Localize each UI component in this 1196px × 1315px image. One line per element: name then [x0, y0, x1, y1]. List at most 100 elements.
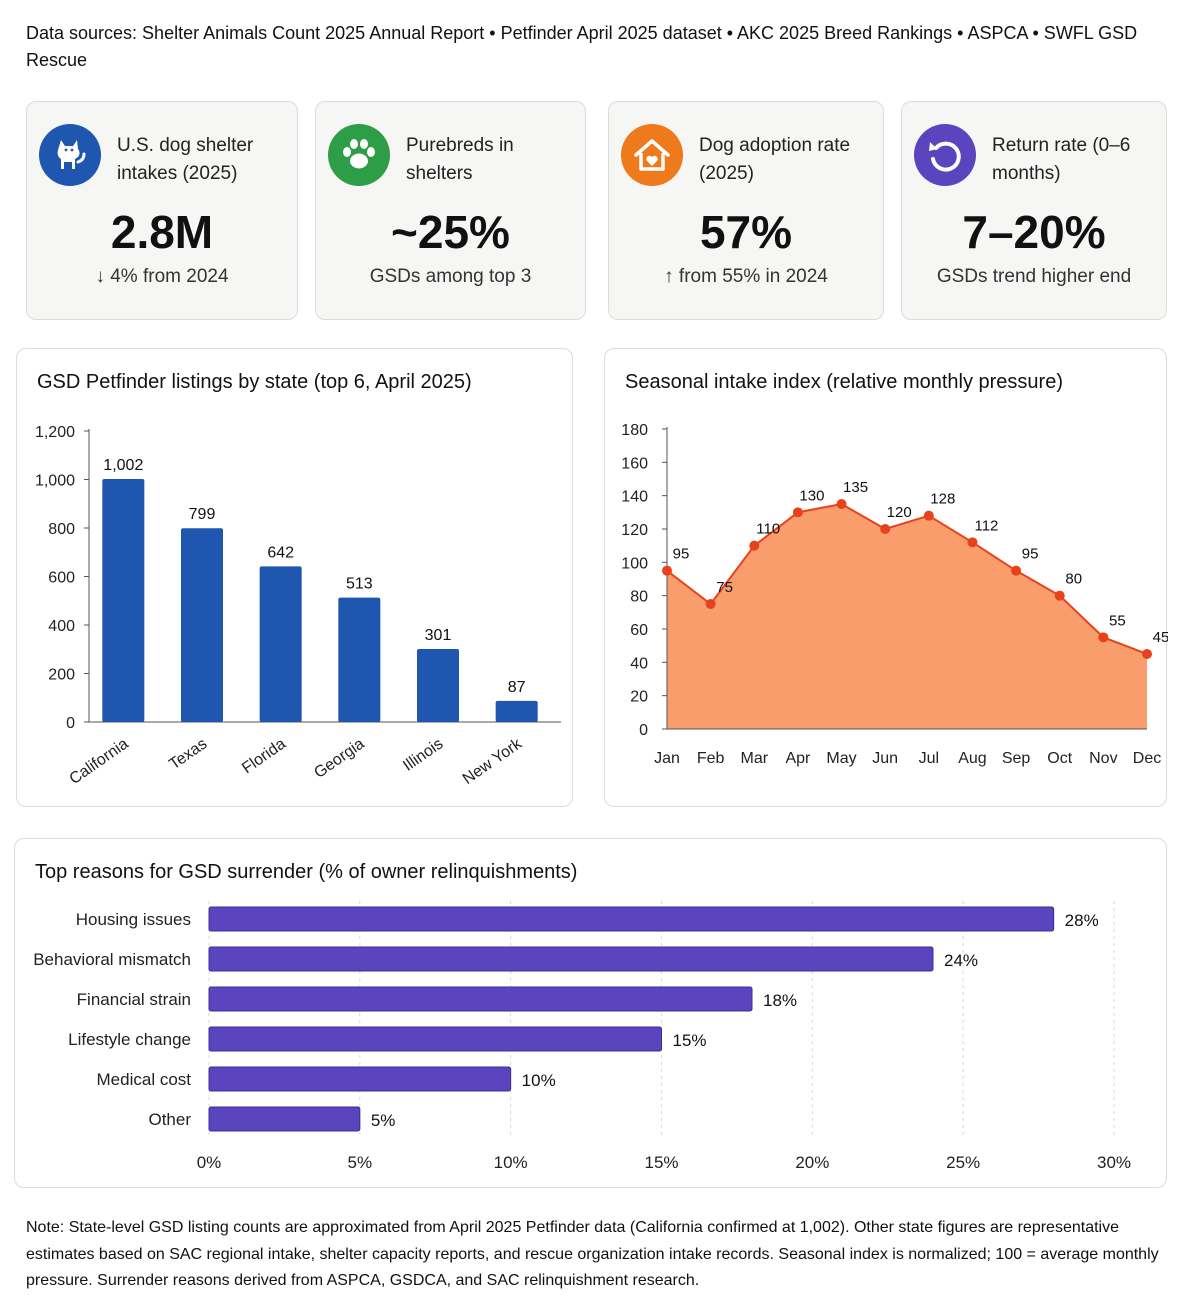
- x-tick-label: Florida: [239, 735, 289, 777]
- y-tick-label: 200: [48, 667, 75, 684]
- y-tick-label: 80: [630, 589, 648, 606]
- data-label: 301: [425, 627, 452, 644]
- surrender-reasons-panel: Top reasons for GSD surrender (% of owne…: [14, 838, 1167, 1188]
- kpi-subtext: GSDs among top 3: [369, 266, 532, 287]
- data-point: [923, 510, 934, 521]
- bar: [208, 1066, 512, 1092]
- x-tick-label: Jan: [654, 750, 680, 767]
- bar: [417, 649, 459, 722]
- kpi-subtext: GSDs trend higher end: [936, 266, 1132, 287]
- bar: [338, 597, 381, 722]
- x-tick-label: 20%: [795, 1153, 829, 1172]
- data-point: [880, 524, 891, 534]
- data-label: 110: [756, 521, 780, 538]
- paw-icon: [328, 124, 390, 186]
- data-point: [1098, 632, 1109, 643]
- y-tick-label: 800: [48, 521, 75, 538]
- data-label: 112: [974, 517, 998, 534]
- kpi-subtext: ↑ from 55% in 2024: [664, 266, 828, 287]
- bar: [208, 1106, 361, 1132]
- x-tick-label: May: [826, 750, 856, 767]
- dog-icon: [39, 124, 101, 186]
- category-label: Financial strain: [77, 990, 191, 1009]
- data-label: 28%: [1065, 911, 1099, 930]
- x-tick-label: 5%: [348, 1153, 373, 1172]
- data-label: 128: [930, 491, 955, 508]
- data-label: 10%: [522, 1071, 556, 1090]
- y-tick-label: 20: [630, 689, 648, 706]
- kpi-value: ~25%: [391, 206, 510, 258]
- data-point: [1011, 565, 1022, 576]
- kpi-label: Return rate (0–6 months): [992, 135, 1131, 184]
- data-label: 18%: [763, 991, 797, 1010]
- data-point: [705, 599, 716, 609]
- data-point: [1054, 590, 1065, 601]
- x-tick-label: Jun: [872, 750, 898, 767]
- state-listings-chart: 0 200 400 600 800 1,000 1,200 1,002 California 79…: [35, 424, 561, 788]
- kpi-label: U.S. dog shelter intakes (2025): [117, 135, 254, 184]
- chart-title: Top reasons for GSD surrender (% of owne…: [35, 861, 578, 883]
- bar: [208, 906, 1055, 932]
- y-tick-label: 0: [66, 715, 75, 732]
- x-tick-label: Feb: [697, 750, 725, 767]
- surrender-reasons-chart: 0% 5% 10% 15% 20% 25% 30% Housing issues 28% Beha…: [33, 901, 1131, 1172]
- data-point: [967, 537, 978, 548]
- y-tick-label: 140: [621, 489, 648, 506]
- x-tick-label: Illinois: [400, 735, 446, 774]
- data-label: 135: [843, 479, 868, 496]
- chart-title: GSD Petfinder listings by state (top 6, …: [37, 371, 472, 393]
- data-label: 130: [799, 487, 824, 504]
- kpi-value: 2.8M: [110, 206, 214, 258]
- category-label: Medical cost: [97, 1070, 192, 1089]
- y-tick-label: 600: [48, 570, 75, 587]
- x-tick-label: Texas: [166, 735, 210, 773]
- kpi-value: 57%: [699, 206, 793, 258]
- x-tick-label: Dec: [1133, 750, 1161, 767]
- bar: [208, 1026, 662, 1052]
- y-tick-label: 40: [630, 655, 648, 672]
- x-tick-label: Nov: [1089, 750, 1117, 767]
- bar: [102, 479, 145, 722]
- data-point: [1142, 649, 1152, 659]
- x-tick-label: 25%: [946, 1153, 980, 1172]
- footnote: Note: State-level GSD listing counts are…: [26, 1219, 1159, 1289]
- x-tick-label: Aug: [958, 750, 986, 767]
- area-fill: [667, 504, 1147, 729]
- data-point: [792, 507, 803, 518]
- data-label: 95: [673, 546, 690, 563]
- y-tick-label: 1,200: [35, 424, 75, 441]
- x-tick-label: 10%: [494, 1153, 528, 1172]
- y-tick-label: 60: [630, 622, 648, 639]
- kpi-label: Dog adoption rate (2025): [699, 135, 851, 184]
- kpi-card-return-rate: Return rate (0–6 months) 7–20% GSDs tren…: [901, 101, 1167, 320]
- data-point: [836, 499, 847, 509]
- x-tick-label: Oct: [1047, 750, 1072, 767]
- bar: [181, 528, 223, 722]
- x-tick-label: Jul: [919, 750, 939, 767]
- kpi-label: Purebreds in shelters: [406, 135, 514, 184]
- data-point: [749, 540, 760, 551]
- state-listings-panel: GSD Petfinder listings by state (top 6, …: [16, 348, 573, 807]
- bar: [208, 986, 753, 1012]
- y-tick-label: 120: [621, 522, 648, 539]
- return-arrow-icon: [914, 124, 976, 186]
- data-label: 75: [716, 579, 733, 596]
- x-tick-label: 0%: [197, 1153, 222, 1172]
- y-tick-label: 1,000: [35, 473, 75, 490]
- data-label: 642: [267, 544, 294, 561]
- data-label: 15%: [673, 1031, 707, 1050]
- kpi-card-shelter-intakes: U.S. dog shelter intakes (2025) 2.8M ↓ 4…: [26, 101, 298, 320]
- data-label: 24%: [944, 951, 978, 970]
- x-tick-label: New York: [460, 735, 526, 788]
- y-tick-label: 160: [621, 455, 648, 472]
- x-tick-label: Sep: [1002, 750, 1031, 767]
- data-label: 87: [508, 679, 526, 696]
- data-label: 45: [1153, 629, 1168, 646]
- category-label: Behavioral mismatch: [33, 950, 191, 969]
- data-label: 80: [1065, 571, 1082, 588]
- data-label: 1,002: [103, 457, 143, 474]
- x-tick-label: Apr: [785, 750, 811, 767]
- bar: [208, 946, 934, 972]
- category-label: Other: [148, 1110, 191, 1129]
- x-tick-label: California: [67, 735, 132, 788]
